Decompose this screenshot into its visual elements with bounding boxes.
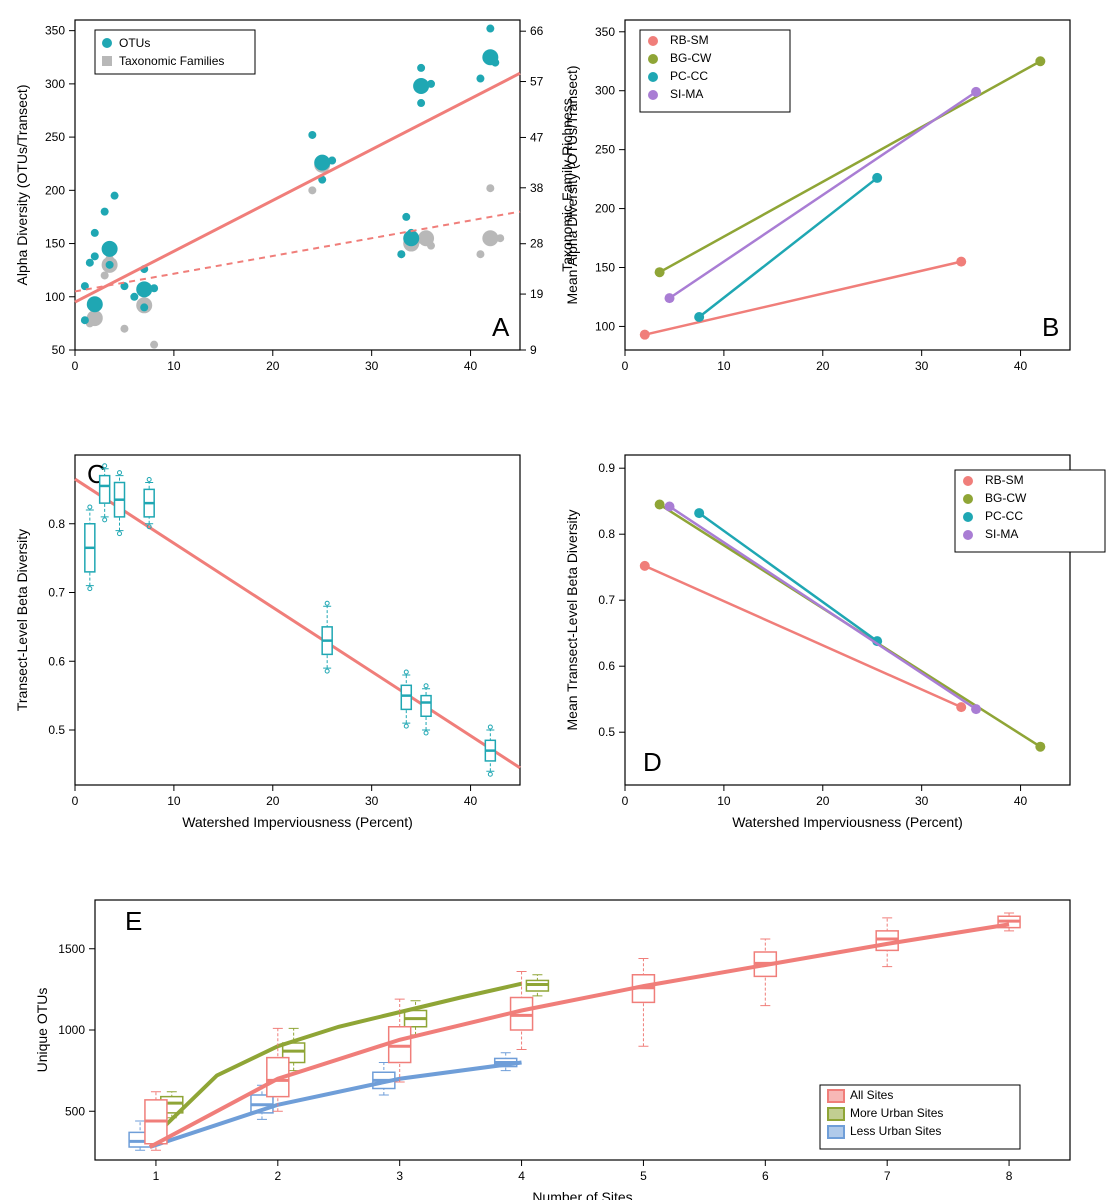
svg-text:Alpha Diversity (OTUs/Transect: Alpha Diversity (OTUs/Transect) — [14, 85, 30, 286]
svg-text:Watershed Imperviousness (Perc: Watershed Imperviousness (Percent) — [732, 814, 963, 830]
svg-text:250: 250 — [45, 130, 65, 144]
svg-text:20: 20 — [816, 794, 830, 808]
svg-text:Mean Transect-Level Beta Diver: Mean Transect-Level Beta Diversity — [564, 510, 580, 731]
svg-text:SI-MA: SI-MA — [670, 87, 703, 101]
svg-text:SI-MA: SI-MA — [985, 527, 1018, 541]
svg-text:B: B — [1042, 312, 1059, 342]
svg-text:0.8: 0.8 — [598, 527, 615, 541]
svg-text:RB-SM: RB-SM — [670, 33, 709, 47]
svg-text:Unique OTUs: Unique OTUs — [34, 988, 50, 1073]
svg-text:40: 40 — [464, 359, 478, 373]
svg-text:20: 20 — [266, 359, 280, 373]
svg-text:All Sites: All Sites — [850, 1088, 893, 1102]
svg-text:Watershed Imperviousness (Perc: Watershed Imperviousness (Percent) — [182, 814, 413, 830]
svg-text:350: 350 — [595, 25, 615, 39]
svg-text:0.9: 0.9 — [598, 461, 615, 475]
svg-text:200: 200 — [595, 202, 615, 216]
svg-text:PC-CC: PC-CC — [670, 69, 708, 83]
svg-text:30: 30 — [365, 794, 379, 808]
svg-text:0: 0 — [72, 794, 79, 808]
svg-text:28: 28 — [530, 237, 544, 251]
svg-text:50: 50 — [52, 343, 66, 357]
svg-text:1: 1 — [153, 1169, 160, 1183]
svg-text:30: 30 — [365, 359, 379, 373]
svg-text:40: 40 — [1014, 359, 1028, 373]
svg-text:0.6: 0.6 — [48, 654, 65, 668]
svg-text:10: 10 — [167, 794, 181, 808]
svg-text:Taxonomic Families: Taxonomic Families — [119, 54, 224, 68]
svg-text:200: 200 — [45, 183, 65, 197]
svg-text:20: 20 — [816, 359, 830, 373]
svg-text:30: 30 — [915, 794, 929, 808]
svg-text:150: 150 — [45, 237, 65, 251]
svg-text:20: 20 — [266, 794, 280, 808]
svg-text:0.8: 0.8 — [48, 517, 65, 531]
svg-text:3: 3 — [396, 1169, 403, 1183]
svg-text:38: 38 — [530, 181, 544, 195]
svg-text:0.6: 0.6 — [598, 659, 615, 673]
svg-text:250: 250 — [595, 143, 615, 157]
svg-text:40: 40 — [464, 794, 478, 808]
svg-text:100: 100 — [595, 319, 615, 333]
svg-text:1000: 1000 — [58, 1023, 85, 1037]
svg-text:Transect-Level Beta Diversity: Transect-Level Beta Diversity — [14, 529, 30, 711]
svg-text:19: 19 — [530, 287, 544, 301]
svg-text:100: 100 — [45, 290, 65, 304]
svg-text:5: 5 — [640, 1169, 647, 1183]
svg-text:0: 0 — [622, 794, 629, 808]
svg-text:BG-CW: BG-CW — [985, 491, 1027, 505]
svg-text:Number of Sites: Number of Sites — [532, 1189, 632, 1200]
svg-text:0.5: 0.5 — [598, 725, 615, 739]
svg-text:0.7: 0.7 — [48, 586, 65, 600]
svg-text:0.7: 0.7 — [598, 593, 615, 607]
svg-text:4: 4 — [518, 1169, 525, 1183]
svg-text:RB-SM: RB-SM — [985, 473, 1024, 487]
svg-text:2: 2 — [274, 1169, 281, 1183]
svg-text:1500: 1500 — [58, 942, 85, 956]
svg-text:300: 300 — [45, 77, 65, 91]
svg-text:47: 47 — [530, 130, 544, 144]
figure: 01020304050100150200250300350Alpha Diver… — [0, 0, 1110, 1200]
svg-text:30: 30 — [915, 359, 929, 373]
svg-text:OTUs: OTUs — [119, 36, 150, 50]
svg-text:6: 6 — [762, 1169, 769, 1183]
svg-text:0.5: 0.5 — [48, 723, 65, 737]
svg-text:10: 10 — [167, 359, 181, 373]
svg-text:A: A — [492, 312, 510, 342]
svg-text:0: 0 — [622, 359, 629, 373]
svg-text:9: 9 — [530, 343, 537, 357]
svg-text:40: 40 — [1014, 794, 1028, 808]
svg-text:10: 10 — [717, 359, 731, 373]
svg-text:Mean Alpha Diversity (OTUs/Tra: Mean Alpha Diversity (OTUs/Transect) — [564, 65, 580, 304]
svg-text:57: 57 — [530, 75, 544, 89]
svg-text:8: 8 — [1006, 1169, 1013, 1183]
svg-text:More Urban Sites: More Urban Sites — [850, 1106, 943, 1120]
svg-text:10: 10 — [717, 794, 731, 808]
svg-text:0: 0 — [72, 359, 79, 373]
svg-text:350: 350 — [45, 24, 65, 38]
svg-text:PC-CC: PC-CC — [985, 509, 1023, 523]
svg-text:150: 150 — [595, 261, 615, 275]
svg-text:300: 300 — [595, 84, 615, 98]
svg-text:D: D — [643, 747, 662, 777]
svg-text:66: 66 — [530, 24, 544, 38]
svg-text:Less Urban Sites: Less Urban Sites — [850, 1124, 941, 1138]
svg-text:BG-CW: BG-CW — [670, 51, 712, 65]
svg-text:E: E — [125, 906, 142, 936]
svg-text:500: 500 — [65, 1104, 85, 1118]
svg-text:7: 7 — [884, 1169, 891, 1183]
